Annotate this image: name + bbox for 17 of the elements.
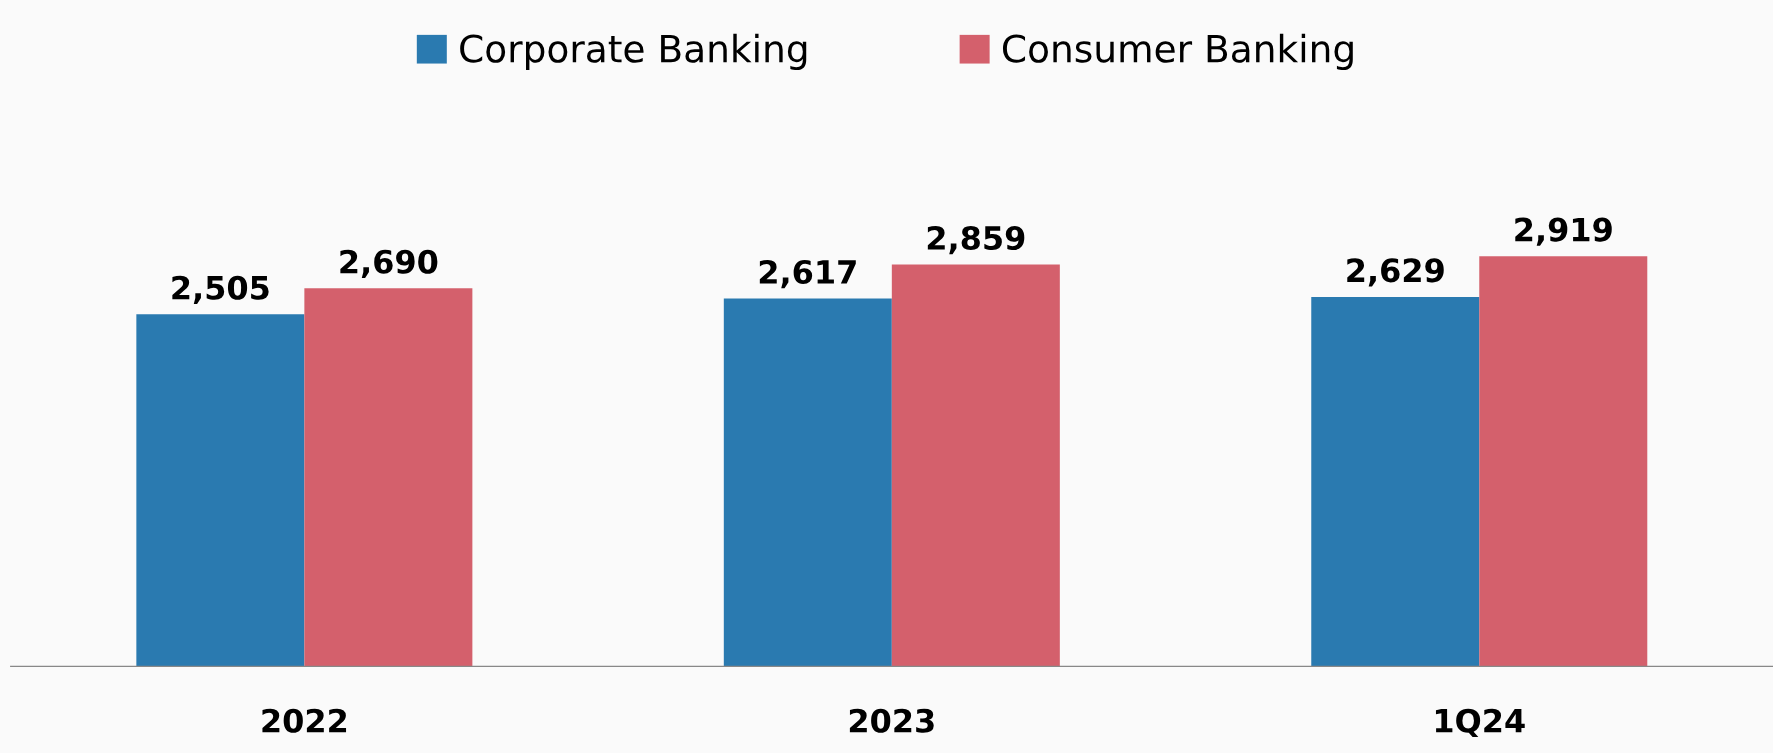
bar xyxy=(891,264,1060,667)
bar xyxy=(723,298,892,667)
bar xyxy=(1311,296,1480,667)
data-label: 2,617 xyxy=(759,259,856,289)
data-label: 2,690 xyxy=(340,249,438,278)
data-label: 2,505 xyxy=(172,275,269,304)
x-tick-label: 1Q24 xyxy=(1435,708,1525,738)
bar xyxy=(304,288,473,667)
x-tick-label: 2023 xyxy=(849,708,934,733)
data-label: 2,629 xyxy=(1347,258,1444,287)
x-tick-label: 2022 xyxy=(262,708,347,733)
legend-label: Consumer Banking xyxy=(1002,33,1353,71)
bar xyxy=(136,314,305,667)
data-label: 2,919 xyxy=(1515,217,1612,246)
bar xyxy=(1479,256,1648,667)
data-label: 2,859 xyxy=(927,225,1025,255)
legend-label: Corporate Banking xyxy=(460,33,807,71)
